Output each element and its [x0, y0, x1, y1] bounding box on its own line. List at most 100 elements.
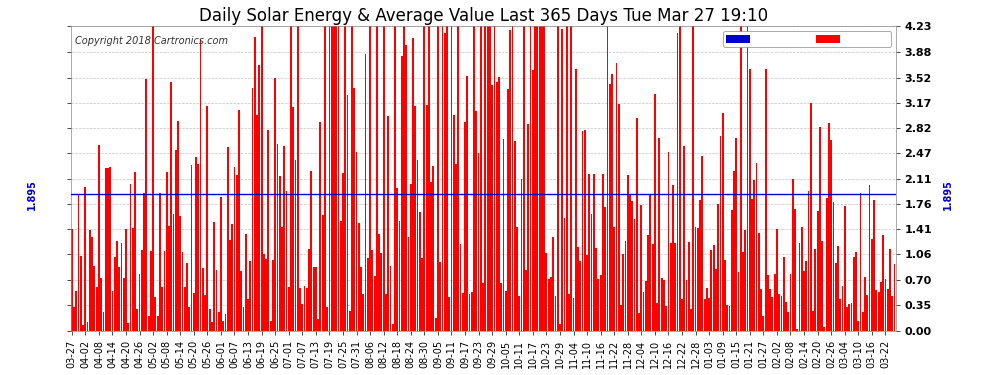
- Bar: [550, 276, 551, 331]
- Bar: [315, 267, 317, 331]
- Bar: [260, 27, 262, 331]
- Bar: [468, 294, 470, 331]
- Bar: [801, 227, 803, 331]
- Bar: [755, 163, 757, 331]
- Bar: [392, 324, 394, 331]
- Bar: [301, 304, 303, 331]
- Bar: [484, 27, 486, 331]
- Bar: [654, 94, 655, 331]
- Bar: [878, 292, 879, 331]
- Bar: [828, 123, 830, 331]
- Bar: [660, 278, 662, 331]
- Bar: [641, 205, 643, 331]
- Bar: [364, 54, 366, 331]
- Bar: [249, 261, 251, 331]
- Bar: [591, 214, 592, 331]
- Bar: [489, 27, 491, 331]
- Bar: [362, 294, 364, 331]
- Bar: [692, 27, 694, 331]
- Bar: [647, 235, 649, 331]
- Bar: [159, 194, 160, 331]
- Bar: [446, 27, 447, 331]
- Bar: [132, 228, 134, 331]
- Bar: [137, 309, 139, 331]
- Bar: [322, 215, 324, 331]
- Legend: Average  ($), Daily  ($): Average ($), Daily ($): [723, 32, 891, 47]
- Bar: [71, 229, 72, 331]
- Bar: [200, 39, 202, 331]
- Bar: [346, 95, 348, 331]
- Bar: [376, 27, 378, 331]
- Bar: [272, 260, 274, 331]
- Bar: [209, 309, 211, 331]
- Bar: [552, 237, 554, 331]
- Bar: [89, 230, 91, 331]
- Bar: [253, 37, 255, 331]
- Bar: [403, 27, 405, 331]
- Bar: [672, 185, 674, 331]
- Bar: [604, 207, 606, 331]
- Bar: [577, 247, 579, 331]
- Bar: [663, 280, 665, 331]
- Bar: [570, 27, 572, 331]
- Bar: [505, 291, 507, 331]
- Bar: [324, 27, 326, 331]
- Bar: [676, 33, 678, 331]
- Bar: [229, 240, 231, 331]
- Bar: [105, 168, 107, 331]
- Bar: [297, 27, 299, 331]
- Bar: [256, 115, 258, 331]
- Bar: [338, 27, 340, 331]
- Bar: [554, 296, 556, 331]
- Bar: [609, 84, 611, 331]
- Bar: [93, 266, 95, 331]
- Bar: [572, 298, 574, 331]
- Bar: [625, 241, 627, 331]
- Bar: [600, 275, 602, 331]
- Bar: [751, 200, 753, 331]
- Bar: [764, 69, 766, 331]
- Bar: [665, 306, 667, 331]
- Bar: [405, 45, 407, 331]
- Bar: [107, 168, 109, 331]
- Bar: [207, 106, 208, 331]
- Bar: [313, 267, 315, 331]
- Bar: [464, 122, 466, 331]
- Bar: [408, 237, 410, 331]
- Bar: [746, 27, 748, 331]
- Bar: [204, 294, 206, 331]
- Bar: [873, 200, 875, 331]
- Bar: [475, 111, 477, 331]
- Bar: [152, 27, 154, 331]
- Bar: [537, 27, 539, 331]
- Bar: [683, 146, 685, 331]
- Bar: [373, 276, 375, 331]
- Bar: [575, 69, 576, 331]
- Bar: [380, 254, 382, 331]
- Bar: [288, 287, 290, 331]
- Bar: [808, 191, 810, 331]
- Bar: [740, 27, 742, 331]
- Bar: [265, 260, 267, 331]
- Bar: [708, 298, 710, 331]
- Bar: [410, 184, 412, 331]
- Bar: [819, 127, 821, 331]
- Bar: [442, 27, 444, 331]
- Bar: [593, 174, 595, 331]
- Bar: [84, 187, 86, 331]
- Bar: [387, 117, 389, 331]
- Bar: [100, 278, 102, 331]
- Bar: [82, 325, 84, 331]
- Bar: [103, 312, 104, 331]
- Bar: [450, 27, 452, 331]
- Bar: [738, 272, 740, 331]
- Bar: [704, 298, 706, 331]
- Bar: [195, 156, 197, 331]
- Bar: [163, 251, 165, 331]
- Bar: [480, 27, 482, 331]
- Bar: [688, 242, 690, 331]
- Bar: [371, 250, 373, 331]
- Bar: [165, 172, 167, 331]
- Bar: [758, 232, 759, 331]
- Bar: [396, 188, 398, 331]
